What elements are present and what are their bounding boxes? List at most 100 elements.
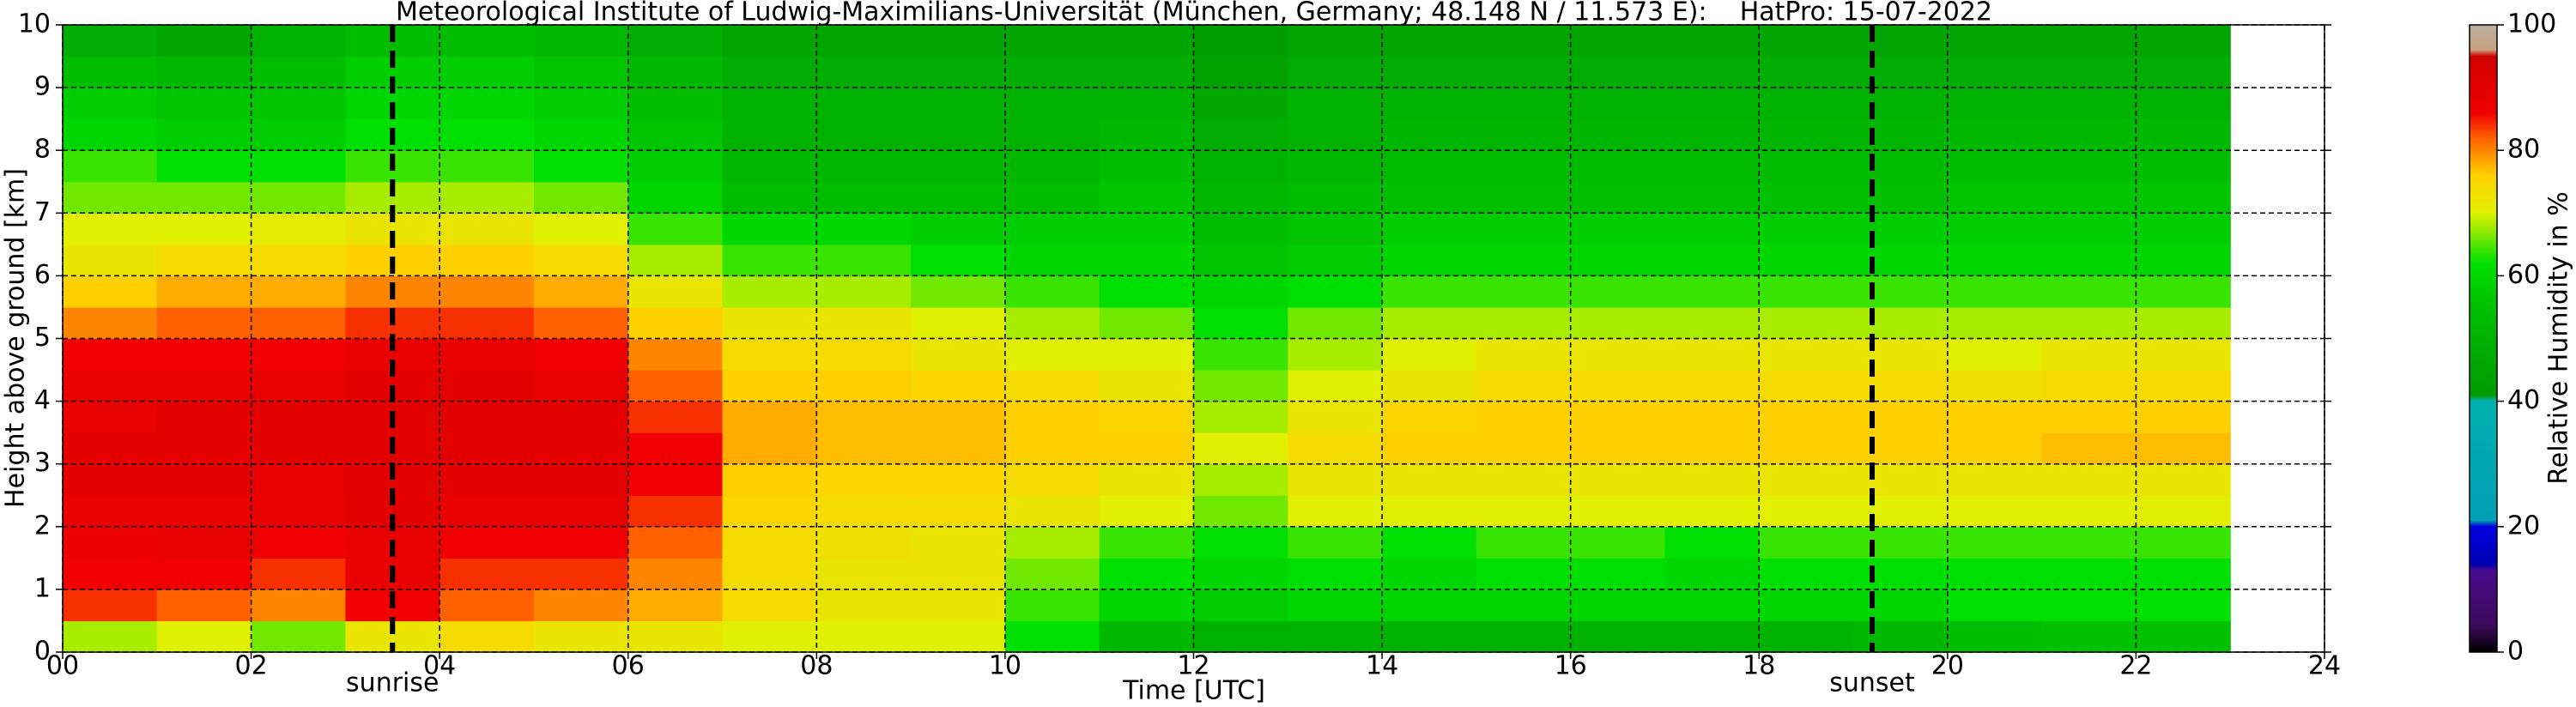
heatmap-cell xyxy=(1004,25,1100,57)
heatmap-cell xyxy=(1099,150,1195,183)
heatmap-cell xyxy=(722,56,817,88)
heatmap-cell xyxy=(1004,275,1100,308)
heatmap-cell xyxy=(1288,181,1383,214)
heatmap-cell xyxy=(2041,338,2137,371)
heatmap-cell xyxy=(911,432,1006,465)
heatmap-cell xyxy=(1947,620,2043,653)
heatmap-cell xyxy=(911,88,1006,120)
heatmap-cell xyxy=(1004,370,1100,402)
x-tick-label: 04 xyxy=(423,651,456,681)
heatmap-cell xyxy=(251,25,346,57)
heatmap-cell xyxy=(627,620,724,653)
heatmap-cell xyxy=(1947,463,2043,496)
heatmap-cell xyxy=(2041,558,2137,590)
heatmap-cell xyxy=(1004,558,1100,590)
heatmap-cell xyxy=(722,401,817,433)
heatmap-cell xyxy=(1004,213,1100,245)
heatmap-cell xyxy=(1570,88,1666,120)
heatmap-cell xyxy=(2041,88,2137,120)
heatmap-cell xyxy=(911,181,1006,214)
heatmap-cell xyxy=(1382,118,1477,151)
heatmap-cell xyxy=(1099,463,1195,496)
y-tick-label: 8 xyxy=(34,135,51,165)
x-tick-label: 16 xyxy=(1555,651,1587,681)
heatmap-cell xyxy=(1382,213,1477,245)
heatmap-cell xyxy=(627,213,724,245)
event-label: sunset xyxy=(1829,668,1915,698)
heatmap-cell xyxy=(816,463,912,496)
heatmap-cell xyxy=(722,150,817,183)
heatmap-cell xyxy=(1570,338,1666,371)
heatmap-cell xyxy=(1004,589,1100,622)
heatmap-cell xyxy=(1288,432,1383,465)
heatmap-cell xyxy=(1476,589,1572,622)
heatmap-cell xyxy=(1570,558,1666,590)
heatmap-cell xyxy=(1570,244,1666,276)
heatmap-cell xyxy=(1570,620,1666,653)
heatmap-cell xyxy=(911,306,1006,340)
heatmap-cell xyxy=(251,213,346,245)
heatmap-cell xyxy=(1476,56,1572,88)
heatmap-cell xyxy=(1099,495,1195,528)
y-axis-label: Height above ground [km] xyxy=(1,168,31,508)
heatmap-cell xyxy=(2136,495,2231,528)
heatmap-cell xyxy=(439,526,535,559)
heatmap-cell xyxy=(156,463,252,496)
heatmap-cell xyxy=(533,181,629,214)
heatmap-cell xyxy=(251,150,346,183)
heatmap-cell xyxy=(1004,150,1100,183)
heatmap-cell xyxy=(627,181,724,214)
colorbar-tick-label: 100 xyxy=(2507,9,2556,39)
heatmap-cell xyxy=(1382,589,1477,622)
heatmap-cell xyxy=(1288,306,1383,340)
heatmap-cell xyxy=(533,463,629,496)
heatmap-cell xyxy=(627,118,724,151)
heatmap-cell xyxy=(156,620,252,653)
heatmap-cell xyxy=(722,338,817,371)
heatmap-cell xyxy=(1193,25,1288,57)
heatmap-cell xyxy=(1288,56,1383,88)
heatmap-cell xyxy=(63,25,158,57)
heatmap-cell xyxy=(439,275,535,308)
heatmap-cell xyxy=(1947,150,2043,183)
heatmap-cell xyxy=(251,589,346,622)
heatmap-cell xyxy=(2041,432,2137,465)
heatmap-cell xyxy=(251,244,346,276)
colorbar xyxy=(2469,24,2498,653)
heatmap-cell xyxy=(2041,401,2137,433)
heatmap-cell xyxy=(1004,118,1100,151)
heatmap-cell xyxy=(2136,526,2231,559)
heatmap-cell xyxy=(911,150,1006,183)
heatmap-cell xyxy=(1193,495,1288,528)
heatmap-cell xyxy=(1759,150,1854,183)
heatmap-cell xyxy=(1193,589,1288,622)
heatmap-cell xyxy=(1288,275,1383,308)
heatmap-cell xyxy=(1099,620,1195,653)
heatmap-cell xyxy=(1288,244,1383,276)
heatmap-cell xyxy=(1288,150,1383,183)
heatmap-cell xyxy=(1570,275,1666,308)
heatmap-cell xyxy=(1853,526,1949,559)
heatmap-cell xyxy=(722,589,817,622)
heatmap-cell xyxy=(627,275,724,308)
heatmap-cell xyxy=(533,306,629,340)
heatmap-cell xyxy=(2041,118,2137,151)
heatmap-cell xyxy=(1759,589,1854,622)
heatmap-cell xyxy=(1664,181,1760,214)
heatmap-cell xyxy=(1476,432,1572,465)
heatmap-cell xyxy=(911,118,1006,151)
heatmap-cell xyxy=(1759,526,1854,559)
heatmap-cell xyxy=(1099,526,1195,559)
heatmap-cell xyxy=(156,306,252,340)
heatmap-cell xyxy=(533,25,629,57)
heatmap-cell xyxy=(1947,589,2043,622)
heatmap-cell xyxy=(722,88,817,120)
heatmap-cell xyxy=(156,244,252,276)
heatmap-cell xyxy=(1853,463,1949,496)
heatmap-cell xyxy=(63,150,158,183)
heatmap-cell xyxy=(1382,150,1477,183)
heatmap-cell xyxy=(722,558,817,590)
heatmap-cell xyxy=(1853,118,1949,151)
heatmap-cell xyxy=(63,526,158,559)
